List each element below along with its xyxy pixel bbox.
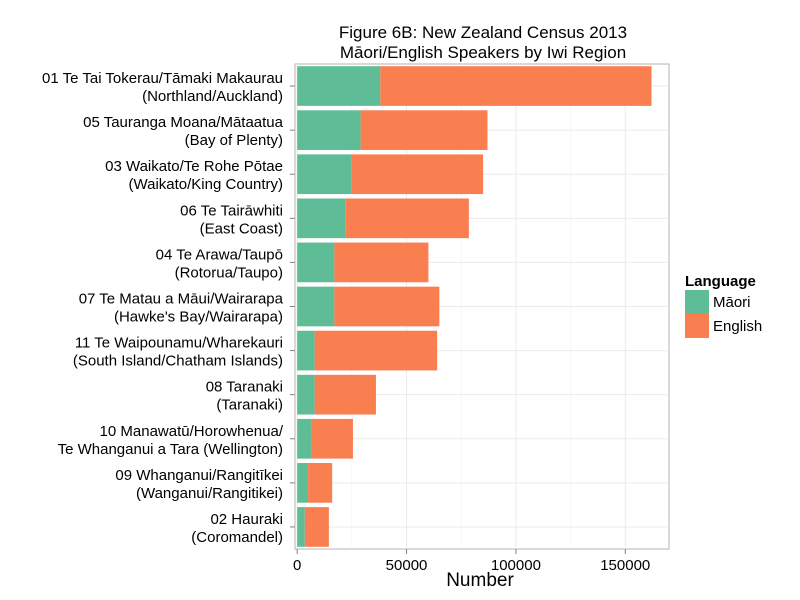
x-axis: 0 50000 100000 150000 <box>293 549 650 574</box>
y-tick-label: (South Island/Chatham Islands) <box>73 353 283 370</box>
bar-english <box>351 154 484 195</box>
y-tick-label: 05 Tauranga Moana/Mātaatua <box>83 114 284 131</box>
legend-swatch <box>685 314 709 338</box>
bar-english <box>311 418 353 459</box>
bar-maori <box>297 198 346 239</box>
bar-english <box>345 198 469 239</box>
x-tick-label: 100000 <box>491 557 541 574</box>
y-tick-label: 10 Manawatū/Horowhenua/ <box>100 423 284 440</box>
x-axis-label: Number <box>446 570 514 591</box>
bar-maori <box>297 110 361 150</box>
legend-label: Māori <box>713 294 751 311</box>
y-tick-label: (Taranaki) <box>216 397 283 414</box>
x-tick-label: 50000 <box>386 557 428 574</box>
bar-english <box>360 110 488 150</box>
bar-english <box>314 374 376 415</box>
y-tick-label: (Waikato/King Country) <box>129 176 284 193</box>
chart-title: Figure 6B: New Zealand Census 2013 <box>339 23 627 42</box>
bar-maori <box>297 507 305 547</box>
y-tick-label: 01 Te Tai Tokerau/Tāmaki Makaurau <box>42 70 283 87</box>
bar-english <box>334 286 440 327</box>
y-tick-label: (Bay of Plenty) <box>185 132 283 149</box>
y-tick-label: 03 Waikato/Te Rohe Pōtae <box>105 158 283 175</box>
bar-english <box>308 463 333 503</box>
chart-subtitle: Māori/English Speakers by Iwi Region <box>340 43 626 62</box>
bar-maori <box>297 463 309 503</box>
y-tick-label: (Rotorua/Taupo) <box>175 264 283 281</box>
bar-english <box>304 507 329 547</box>
y-tick-label: (East Coast) <box>200 220 283 237</box>
legend-swatch <box>685 290 709 314</box>
bar-english <box>380 66 652 106</box>
bar-maori <box>297 66 381 106</box>
bar-maori <box>297 242 335 283</box>
y-tick-label: 09 Whanganui/Rangitīkei <box>115 467 283 484</box>
y-tick-label: (Northland/Auckland) <box>142 88 283 105</box>
y-tick-label: 04 Te Arawa/Taupō <box>156 246 283 263</box>
x-tick-label: 0 <box>293 557 301 574</box>
y-tick-label: 06 Te Tairāwhiti <box>180 202 283 219</box>
y-axis: 01 Te Tai Tokerau/Tāmaki Makaurau(Northl… <box>42 70 295 546</box>
bar-english <box>314 330 438 371</box>
y-tick-label: 11 Te Waipounamu/Wharekauri <box>75 335 283 352</box>
x-tick-label: 150000 <box>600 557 650 574</box>
y-tick-label: 07 Te Matau a Māui/Wairarapa <box>79 291 284 308</box>
bar-maori <box>297 418 312 459</box>
bar-maori <box>297 374 315 415</box>
y-tick-label: Te Whanganui a Tara (Wellington) <box>58 441 283 458</box>
y-tick-label: (Wanganui/Rangitikei) <box>136 485 283 502</box>
legend: Language Māori English <box>685 273 762 338</box>
bar-maori <box>297 286 335 327</box>
bar-maori <box>297 330 315 371</box>
y-tick-label: 08 Taranaki <box>206 379 283 396</box>
legend-label: English <box>713 318 762 335</box>
bars-layer <box>297 66 652 547</box>
y-tick-label: (Coromandel) <box>191 529 283 546</box>
bar-english <box>334 242 429 283</box>
legend-title: Language <box>685 273 756 290</box>
bar-maori <box>297 154 352 195</box>
y-tick-label: 02 Hauraki <box>210 511 283 528</box>
y-tick-label: (Hawke's Bay/Wairarapa) <box>114 309 283 326</box>
